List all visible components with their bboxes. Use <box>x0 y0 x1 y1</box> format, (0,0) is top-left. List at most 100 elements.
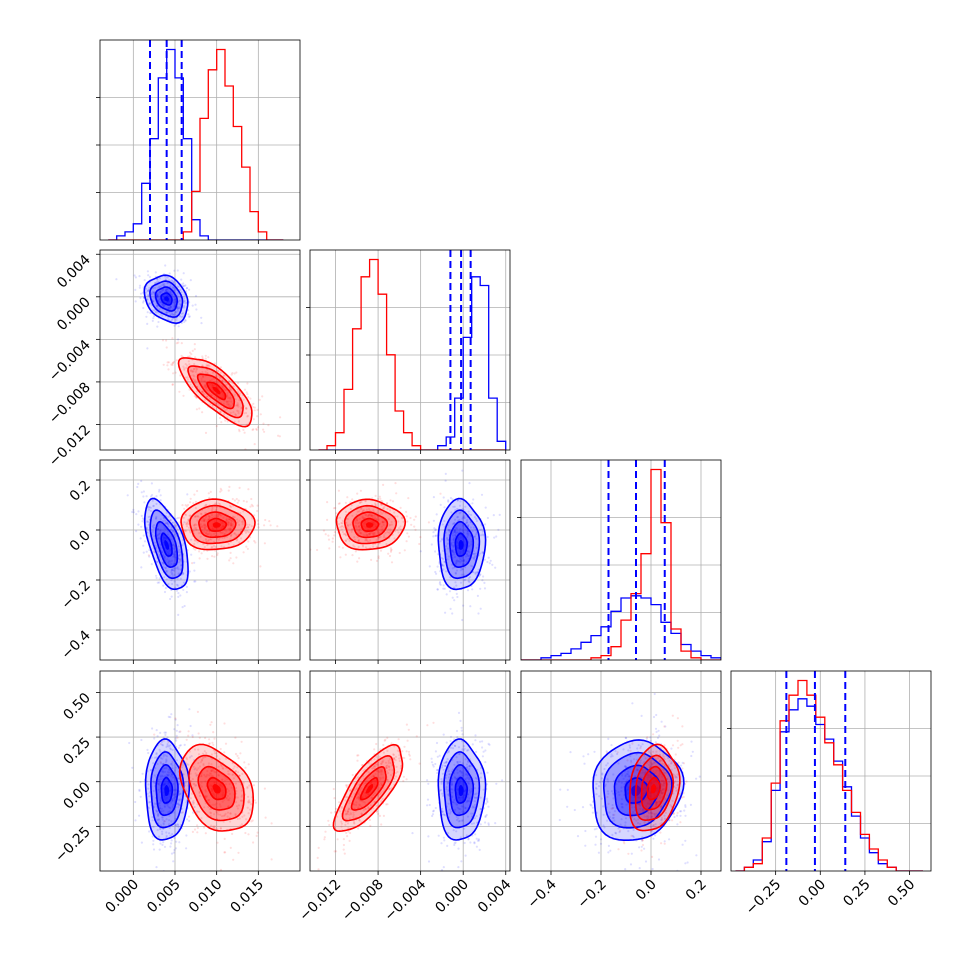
scatter-point-a <box>466 532 469 535</box>
scatter-point-b <box>187 519 190 522</box>
scatter-point-b <box>646 801 650 804</box>
scatter-point-a <box>157 814 160 817</box>
scatter-point-b <box>418 542 421 546</box>
scatter-point-b <box>655 750 658 753</box>
scatter-point-b <box>374 773 377 776</box>
scatter-point-b <box>204 789 207 792</box>
scatter-point-a <box>155 729 158 732</box>
scatter-point-b <box>203 520 206 523</box>
scatter-point-b <box>267 424 270 427</box>
scatter-point-b <box>252 418 255 421</box>
scatter-point-a <box>147 523 150 526</box>
scatter-point-a <box>481 579 484 582</box>
scatter-point-b <box>231 519 234 523</box>
scatter-point-a <box>440 781 443 784</box>
scatter-point-a <box>456 527 459 530</box>
scatter-point-a <box>167 715 170 719</box>
scatter-point-b <box>231 372 234 375</box>
scatter-point-a <box>460 726 463 729</box>
scatter-point-a <box>156 829 159 832</box>
scatter-point-b <box>351 554 354 557</box>
scatter-point-a <box>468 778 471 781</box>
scatter-point-a <box>158 807 162 810</box>
scatter-point-b <box>248 523 251 526</box>
scatter-point-a <box>487 556 490 559</box>
scatter-point-a <box>162 767 165 770</box>
scatter-point-a <box>463 514 466 517</box>
scatter-point-a <box>167 582 170 586</box>
scatter-point-a <box>149 311 152 314</box>
scatter-point-a <box>192 811 195 814</box>
scatter-point-b <box>223 387 226 390</box>
scatter-point-b <box>627 791 630 794</box>
scatter-point-b <box>183 367 186 370</box>
scatter-point-b <box>317 846 320 850</box>
scatter-point-b <box>237 851 240 854</box>
scatter-point-b <box>153 550 156 553</box>
scatter-point-b <box>238 430 241 433</box>
scatter-point-a <box>479 573 482 576</box>
scatter-point-a <box>153 291 156 294</box>
scatter-point-b <box>250 525 253 528</box>
scatter-point-b <box>222 394 225 398</box>
scatter-point-b <box>646 736 649 739</box>
scatter-point-b <box>660 792 663 795</box>
scatter-point-a <box>165 311 168 314</box>
scatter-point-b <box>207 762 210 765</box>
scatter-point-a <box>156 813 159 816</box>
scatter-point-a <box>611 804 614 807</box>
scatter-point-b <box>237 405 240 408</box>
scatter-point-a <box>179 792 182 796</box>
scatter-point-b <box>196 367 199 370</box>
scatter-point-b <box>215 537 218 540</box>
scatter-point-b <box>367 514 370 518</box>
scatter-point-a <box>161 757 164 760</box>
scatter-point-a <box>638 867 641 870</box>
scatter-point-a <box>158 804 161 807</box>
scatter-point-a <box>167 288 170 291</box>
scatter-point-b <box>245 523 248 526</box>
scatter-point-b <box>657 774 661 778</box>
scatter-point-a <box>166 294 169 297</box>
scatter-point-b <box>147 554 150 557</box>
scatter-point-b <box>209 807 212 811</box>
scatter-point-b <box>183 368 186 371</box>
scatter-point-a <box>156 293 159 296</box>
scatter-point-a <box>610 753 613 756</box>
scatter-point-a <box>177 802 180 805</box>
scatter-point-a <box>455 592 458 596</box>
scatter-point-a <box>470 564 473 567</box>
scatter-point-a <box>178 561 181 564</box>
scatter-point-b <box>347 830 350 833</box>
scatter-point-b <box>167 361 170 364</box>
scatter-point-b <box>234 770 237 773</box>
scatter-point-b <box>195 515 198 518</box>
scatter-point-a <box>654 834 657 837</box>
scatter-point-a <box>186 818 189 821</box>
scatter-point-b <box>362 533 365 536</box>
scatter-point-b <box>357 806 360 809</box>
scatter-point-a <box>446 782 449 785</box>
scatter-point-a <box>168 311 171 314</box>
scatter-point-a <box>467 837 470 840</box>
scatter-point-b <box>209 811 212 814</box>
scatter-point-b <box>377 542 380 545</box>
scatter-point-b <box>398 551 401 555</box>
scatter-point-a <box>656 787 659 790</box>
scatter-point-b <box>344 532 347 535</box>
scatter-point-b <box>247 812 250 815</box>
scatter-point-a <box>146 311 149 314</box>
scatter-point-a <box>451 522 454 526</box>
scatter-point-a <box>179 288 182 291</box>
scatter-point-b <box>246 414 250 417</box>
scatter-point-a <box>649 739 652 743</box>
scatter-point-b <box>200 552 203 555</box>
scatter-point-a <box>638 803 641 806</box>
scatter-point-a <box>442 496 445 499</box>
scatter-point-a <box>155 517 158 520</box>
scatter-point-a <box>479 823 482 826</box>
scatter-point-b <box>219 827 223 830</box>
scatter-point-a <box>655 812 658 815</box>
scatter-point-b <box>249 808 252 811</box>
scatter-point-b <box>352 544 355 547</box>
